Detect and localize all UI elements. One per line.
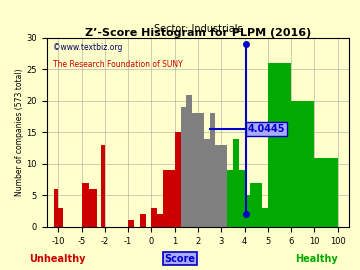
Bar: [204, 139, 210, 227]
Bar: [169, 170, 175, 227]
Text: ©www.textbiz.org: ©www.textbiz.org: [53, 43, 122, 52]
Bar: [227, 170, 233, 227]
Bar: [152, 208, 157, 227]
Y-axis label: Number of companies (573 total): Number of companies (573 total): [15, 69, 24, 196]
Bar: [268, 63, 291, 227]
Bar: [215, 145, 221, 227]
Bar: [157, 214, 163, 227]
Bar: [163, 170, 169, 227]
Bar: [314, 157, 338, 227]
Title: Z’-Score Histogram for PLPM (2016): Z’-Score Histogram for PLPM (2016): [85, 28, 311, 38]
Bar: [192, 113, 198, 227]
Bar: [198, 113, 204, 227]
Bar: [186, 94, 192, 227]
Bar: [262, 208, 268, 227]
Bar: [291, 101, 314, 227]
Bar: [250, 183, 256, 227]
Text: 4.0445: 4.0445: [248, 124, 285, 134]
Bar: [175, 132, 181, 227]
Text: Score: Score: [165, 254, 195, 264]
Bar: [140, 214, 146, 227]
Bar: [221, 145, 227, 227]
Bar: [244, 195, 250, 227]
Bar: [101, 145, 105, 227]
Text: Sector: Industrials: Sector: Industrials: [154, 24, 242, 34]
Bar: [82, 183, 89, 227]
Bar: [58, 208, 63, 227]
Bar: [54, 189, 58, 227]
Bar: [239, 170, 244, 227]
Bar: [128, 221, 134, 227]
Bar: [181, 107, 186, 227]
Text: The Research Foundation of SUNY: The Research Foundation of SUNY: [53, 60, 183, 69]
Text: Healthy: Healthy: [296, 254, 338, 264]
Bar: [89, 189, 97, 227]
Text: Unhealthy: Unhealthy: [30, 254, 86, 264]
Bar: [233, 139, 239, 227]
Bar: [256, 183, 262, 227]
Bar: [210, 113, 215, 227]
